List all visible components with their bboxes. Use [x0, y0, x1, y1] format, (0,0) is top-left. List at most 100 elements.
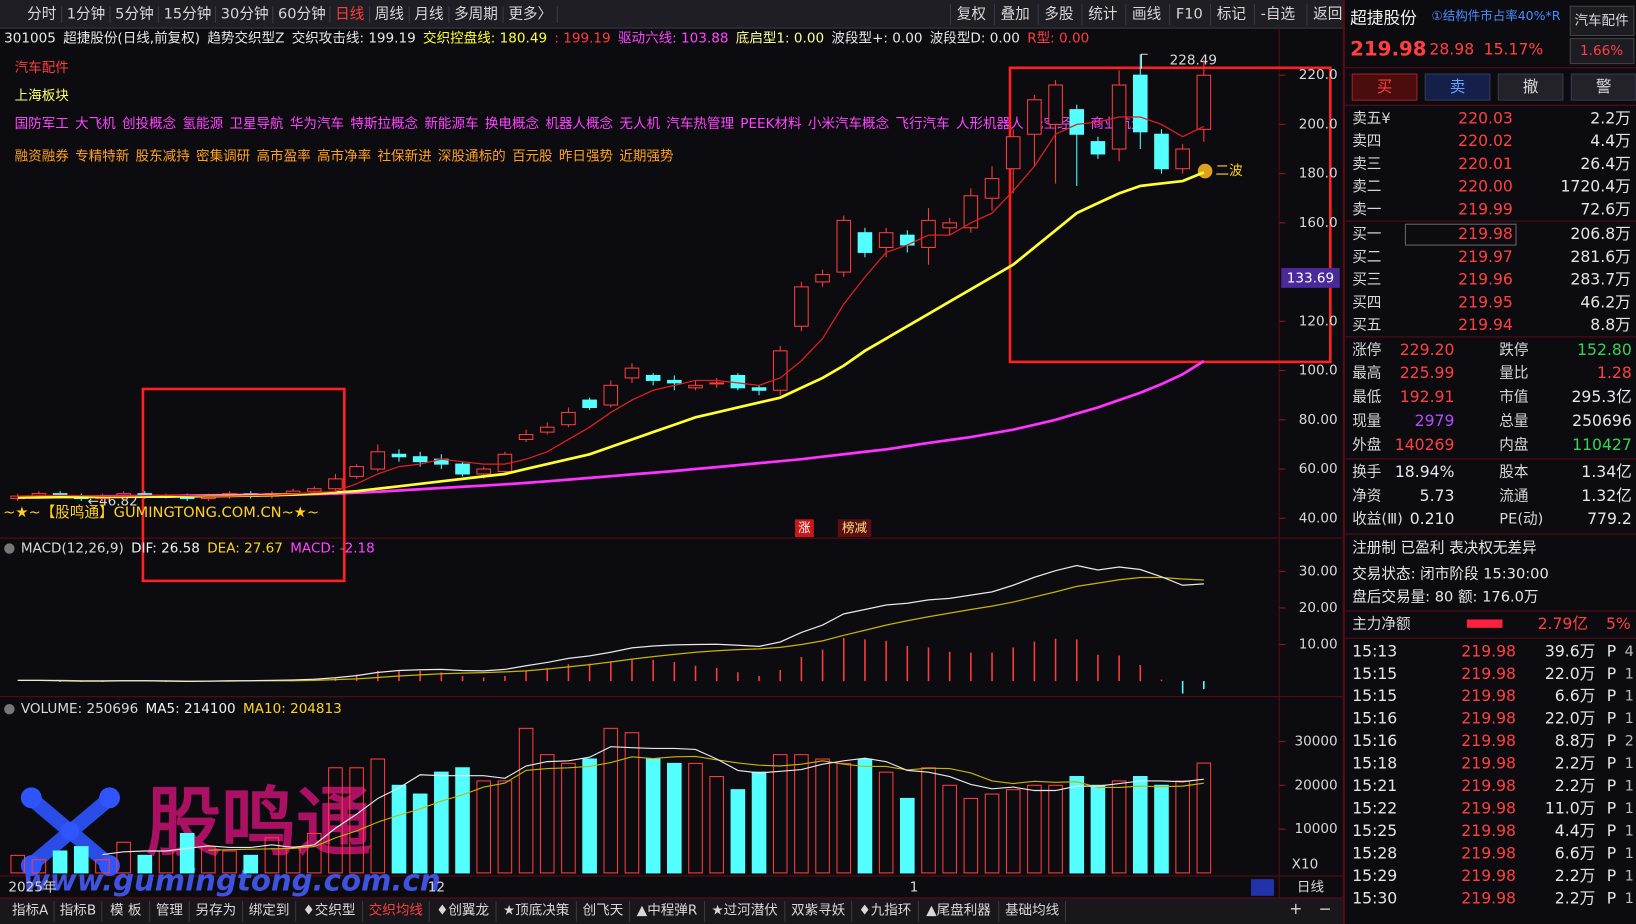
- highlight-box: [141, 387, 346, 583]
- indicator-tab[interactable]: 基础均线: [1005, 901, 1060, 918]
- volume-bar: [1196, 762, 1212, 874]
- indicator-tab[interactable]: 管理: [156, 902, 184, 918]
- scroll-box[interactable]: [1250, 879, 1274, 896]
- indicator-tab[interactable]: ★顶底决策: [503, 901, 570, 918]
- date-label: 1: [910, 880, 919, 896]
- axis-label: 120.0: [1299, 313, 1338, 329]
- chart-layer: 分时 1分钟 5分钟 15分钟 30分钟 60分钟 日线 周线 月线 多周期 更多〉 复权 叠加 多股 统计…: [4, 4, 1342, 922]
- indicator-tab[interactable]: 交织均线: [369, 901, 424, 918]
- book-volume: 1720.4万: [1560, 177, 1630, 196]
- trade-count: 1: [1625, 890, 1634, 907]
- book-price: 219.99: [1458, 199, 1513, 218]
- price-highlight: [1404, 223, 1517, 246]
- trade-button-label[interactable]: 买: [1377, 77, 1393, 96]
- volume-bar: [772, 754, 788, 874]
- period-tab[interactable]: 5分钟: [115, 6, 153, 23]
- volume-bar: [1154, 784, 1169, 874]
- highlight-box: [1008, 66, 1332, 364]
- period-tab[interactable]: 30分钟: [221, 6, 269, 23]
- candle-body: [645, 374, 661, 381]
- zoom-button[interactable]: +: [1289, 899, 1302, 918]
- indicator-tab[interactable]: 指标B: [60, 902, 96, 918]
- candle-body: [1048, 84, 1063, 125]
- tool-button[interactable]: F10: [1176, 6, 1203, 23]
- period-tab[interactable]: 1分钟: [67, 6, 105, 23]
- zoom-button[interactable]: −: [1319, 899, 1332, 918]
- flag-box: [837, 519, 872, 538]
- indicator-tab[interactable]: ♦创翼龙: [436, 902, 489, 918]
- stat-value: 110427: [1572, 435, 1632, 454]
- volume-bar: [370, 758, 386, 874]
- header-item: MACD: -2.18: [290, 541, 375, 557]
- tool-button[interactable]: 画线: [1132, 6, 1162, 23]
- toolbar: [0, 0, 1344, 29]
- trade-volume: 6.6万: [1555, 844, 1595, 863]
- trade-button-label[interactable]: 卖: [1450, 77, 1466, 96]
- tool-button[interactable]: -自选: [1261, 6, 1296, 23]
- indicator-tab[interactable]: ▲尾盘利器: [926, 901, 991, 918]
- volume-bar: [582, 758, 597, 874]
- date-label: 2025年: [8, 880, 56, 896]
- book-price: 219.96: [1458, 270, 1513, 289]
- trade-price: 219.98: [1461, 844, 1516, 863]
- trade-price: 219.98: [1461, 686, 1516, 705]
- period-tab[interactable]: 月线: [414, 6, 444, 23]
- trade-count: 1: [1625, 755, 1634, 772]
- indicator-tab[interactable]: 另存为: [196, 902, 237, 918]
- style: 密集调研: [196, 147, 250, 164]
- trade-side: P: [1607, 709, 1616, 728]
- period-tab[interactable]: 周线: [375, 6, 405, 23]
- indicator-tab[interactable]: 创飞天: [583, 902, 624, 918]
- tool-button[interactable]: 叠加: [1001, 6, 1030, 23]
- tool-button[interactable]: 统计: [1088, 6, 1117, 23]
- indicator-tab[interactable]: ♦九指环: [859, 902, 912, 918]
- high-pointer: [1140, 53, 1148, 69]
- period-tab[interactable]: 15分钟: [164, 6, 212, 23]
- stat-value: 295.3亿: [1571, 387, 1631, 406]
- tool-button[interactable]: 复权: [957, 5, 987, 23]
- tool-button[interactable]: 标记: [1217, 6, 1247, 23]
- trade-count: 1: [1625, 868, 1634, 885]
- volume-bar: [1175, 780, 1190, 874]
- indicator-tab[interactable]: 模 板: [110, 902, 142, 918]
- period-tab[interactable]: 60分钟: [278, 6, 326, 23]
- concept: 换电概念: [485, 115, 540, 132]
- volume-bar: [984, 793, 1000, 874]
- indicator-tab[interactable]: ▲中程弹R: [637, 902, 698, 918]
- indicator-tab[interactable]: ★过河潜伏: [711, 902, 778, 918]
- period-tab[interactable]: 分时: [27, 6, 57, 23]
- book-volume: 46.2万: [1580, 292, 1630, 311]
- trade-button-label[interactable]: 撤: [1523, 77, 1539, 96]
- volume-bar: [31, 859, 47, 874]
- stat-label: 流通: [1499, 487, 1529, 504]
- trade-time: 15:25: [1352, 821, 1397, 840]
- indicator-tab[interactable]: 指标A: [12, 902, 49, 918]
- trade-button[interactable]: [1424, 73, 1491, 101]
- info-item: 交织攻击线: 199.19: [292, 30, 416, 47]
- indicator-tab[interactable]: 绑定到: [249, 902, 290, 918]
- volume-bar: [201, 846, 216, 874]
- tool-button[interactable]: 返回: [1313, 6, 1342, 23]
- axis-label: 40.00: [1299, 510, 1338, 526]
- period-tab[interactable]: 更多〉: [508, 6, 552, 23]
- trade-button[interactable]: [1497, 73, 1564, 101]
- candle-body: [730, 374, 746, 389]
- concept: PEEK材料: [740, 116, 802, 132]
- indicator-tab[interactable]: 双紫寻妖: [791, 902, 846, 918]
- candle-body: [984, 178, 1000, 199]
- volume-bar: [73, 846, 89, 874]
- tool-button[interactable]: 多股: [1044, 6, 1074, 23]
- candle-body: [539, 426, 555, 433]
- trade-button[interactable]: [1351, 73, 1418, 101]
- trade-button-label[interactable]: 警: [1596, 77, 1612, 96]
- period-tab[interactable]: 日线: [335, 6, 365, 23]
- book-volume: 72.6万: [1580, 199, 1630, 218]
- period-tab[interactable]: 多周期: [454, 6, 498, 23]
- sector-box: [1569, 5, 1635, 36]
- logo-dot: [60, 821, 80, 841]
- indicator-tab[interactable]: ♦交织型: [303, 901, 356, 918]
- stat-label: 市值: [1499, 388, 1528, 405]
- volume-bar: [1027, 784, 1042, 874]
- candle-body: [328, 478, 343, 490]
- trade-volume: 22.0万: [1545, 664, 1595, 683]
